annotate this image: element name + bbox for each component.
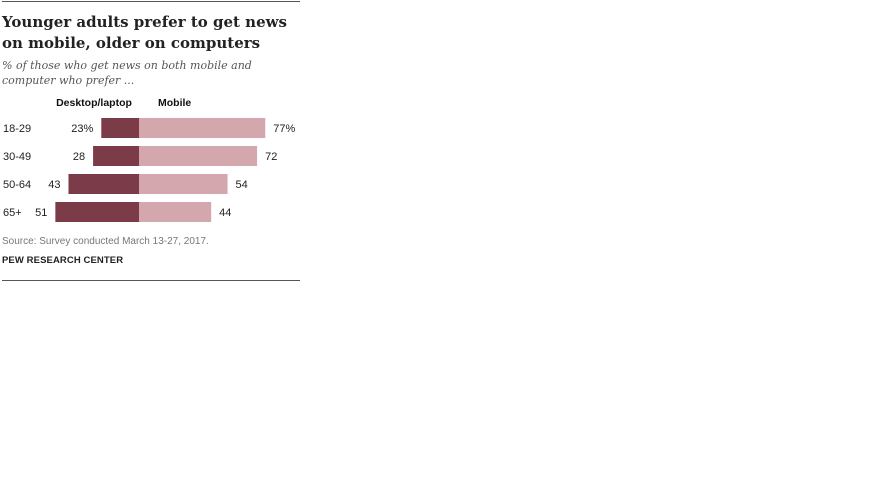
value-mobile-30-49: 72 (265, 151, 277, 163)
diverging-bar-chart: Desktop/laptop Mobile 18-29 23% 77% 30-49 28 7… (3, 97, 296, 222)
bar-desktop-65 (55, 202, 139, 222)
header-mobile: Mobile (158, 97, 191, 109)
top-rule (2, 1, 300, 2)
value-mobile-65: 44 (219, 207, 231, 219)
column-headers: Desktop/laptop Mobile (56, 97, 191, 109)
chart-subtitle: % of those who get news on both mobile a… (2, 59, 252, 87)
chart-rows: 18-29 23% 77% 30-49 28 72 50-64 43 54 65+ 51 44 (3, 118, 296, 222)
bar-desktop-50-64 (68, 174, 139, 194)
value-desktop-50-64: 43 (48, 179, 60, 191)
row-65: 65+ 51 44 (3, 202, 231, 222)
bar-mobile-30-49 (139, 146, 258, 166)
header-desktop-laptop: Desktop/laptop (56, 97, 132, 109)
row-18-29: 18-29 23% 77% (3, 118, 296, 138)
row-30-49: 30-49 28 72 (3, 146, 277, 166)
value-mobile-18-29: 77% (273, 123, 295, 135)
category-label-30-49: 30-49 (3, 151, 31, 163)
bar-mobile-65 (139, 202, 212, 222)
bar-desktop-30-49 (93, 146, 139, 166)
category-label-18-29: 18-29 (3, 123, 31, 135)
row-50-64: 50-64 43 54 (3, 174, 248, 194)
value-desktop-65: 51 (35, 207, 47, 219)
value-desktop-30-49: 28 (73, 151, 85, 163)
bar-mobile-50-64 (139, 174, 228, 194)
source-note: Source: Survey conducted March 13-27, 20… (2, 236, 209, 247)
chart-title: Younger adults prefer to get news on mob… (2, 13, 287, 52)
organization-name: PEW RESEARCH CENTER (2, 255, 124, 266)
bar-mobile-18-29 (139, 118, 266, 138)
bottom-rule (2, 280, 300, 281)
value-desktop-18-29: 23% (71, 123, 93, 135)
bar-desktop-18-29 (101, 118, 139, 138)
value-mobile-50-64: 54 (236, 179, 248, 191)
category-label-50-64: 50-64 (3, 179, 31, 191)
category-label-65: 65+ (3, 207, 22, 219)
